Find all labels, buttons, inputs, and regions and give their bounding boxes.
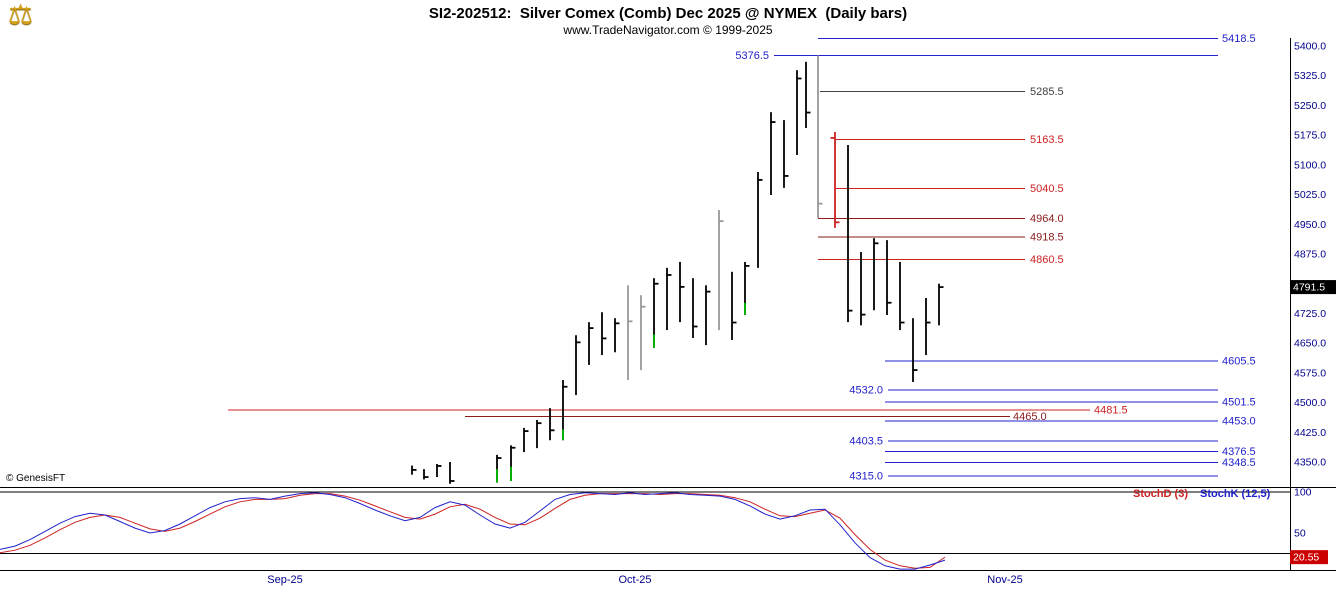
last-price-badge-label: 4791.5 — [1293, 282, 1325, 294]
stoch-value-badge-label: 20.55 — [1293, 552, 1319, 564]
price-axis-tick-label: 4500.0 — [1294, 397, 1326, 409]
price-axis-tick-label: 4575.0 — [1294, 367, 1326, 379]
price-level-label: 4348.5 — [1222, 457, 1256, 469]
price-level-label: 5285.5 — [1030, 86, 1064, 98]
price-level-label: 4918.5 — [1030, 231, 1064, 243]
stoch-d-line — [0, 493, 946, 569]
date-axis-label[interactable]: Sep-25 — [267, 574, 302, 586]
stoch-axis-tick-label: 100 — [1294, 487, 1312, 499]
price-axis-tick-label: 4350.0 — [1294, 457, 1326, 469]
price-level-label: 5376.5 — [735, 50, 769, 62]
stoch-axis-tick-label: 50 — [1294, 528, 1306, 540]
price-axis-tick-label: 4425.0 — [1294, 427, 1326, 439]
price-level-label: 4605.5 — [1222, 355, 1256, 367]
price-axis-tick-label: 4725.0 — [1294, 308, 1326, 320]
price-level-label: 4532.0 — [849, 384, 883, 396]
stoch-legend-label: StochD (3) — [1133, 488, 1188, 500]
genesisft-logo-icon: ⚖ — [8, 0, 34, 30]
price-axis-tick-label: 4950.0 — [1294, 219, 1326, 231]
stoch-value-badge — [1290, 550, 1328, 565]
last-price-badge — [1290, 280, 1336, 295]
price-level-label: 4501.5 — [1222, 396, 1256, 408]
price-axis-tick-label: 4875.0 — [1294, 249, 1326, 261]
price-level-label: 4465.0 — [1013, 411, 1047, 423]
price-level-label: 4376.5 — [1222, 446, 1256, 458]
price-level-label: 4481.5 — [1094, 404, 1128, 416]
price-level-label: 4403.5 — [849, 435, 883, 447]
price-axis-tick-label: 5100.0 — [1294, 159, 1326, 171]
price-level-label: 4964.0 — [1030, 213, 1064, 225]
price-axis-tick-label: 5025.0 — [1294, 189, 1326, 201]
price-axis-tick-label: 5325.0 — [1294, 70, 1326, 82]
price-level-label: 4860.5 — [1030, 254, 1064, 266]
price-level-label: 5418.5 — [1222, 33, 1256, 45]
price-level-label: 4315.0 — [849, 470, 883, 482]
price-axis-tick-label: 5175.0 — [1294, 130, 1326, 142]
genesisft-watermark: © GenesisFT — [6, 473, 66, 484]
stoch-legend-label: StochK (12,5) — [1200, 488, 1271, 500]
price-axis-tick-label: 4650.0 — [1294, 338, 1326, 350]
date-axis-label[interactable]: Nov-25 — [987, 574, 1022, 586]
stoch-k-line — [0, 492, 946, 570]
price-axis-tick-label: 5400.0 — [1294, 41, 1326, 53]
price-level-label: 5163.5 — [1030, 134, 1064, 146]
price-axis-tick-label: 5250.0 — [1294, 100, 1326, 112]
date-axis-label[interactable]: Oct-25 — [618, 574, 651, 586]
price-level-label: 4453.0 — [1222, 416, 1256, 428]
price-level-label: 5040.5 — [1030, 183, 1064, 195]
